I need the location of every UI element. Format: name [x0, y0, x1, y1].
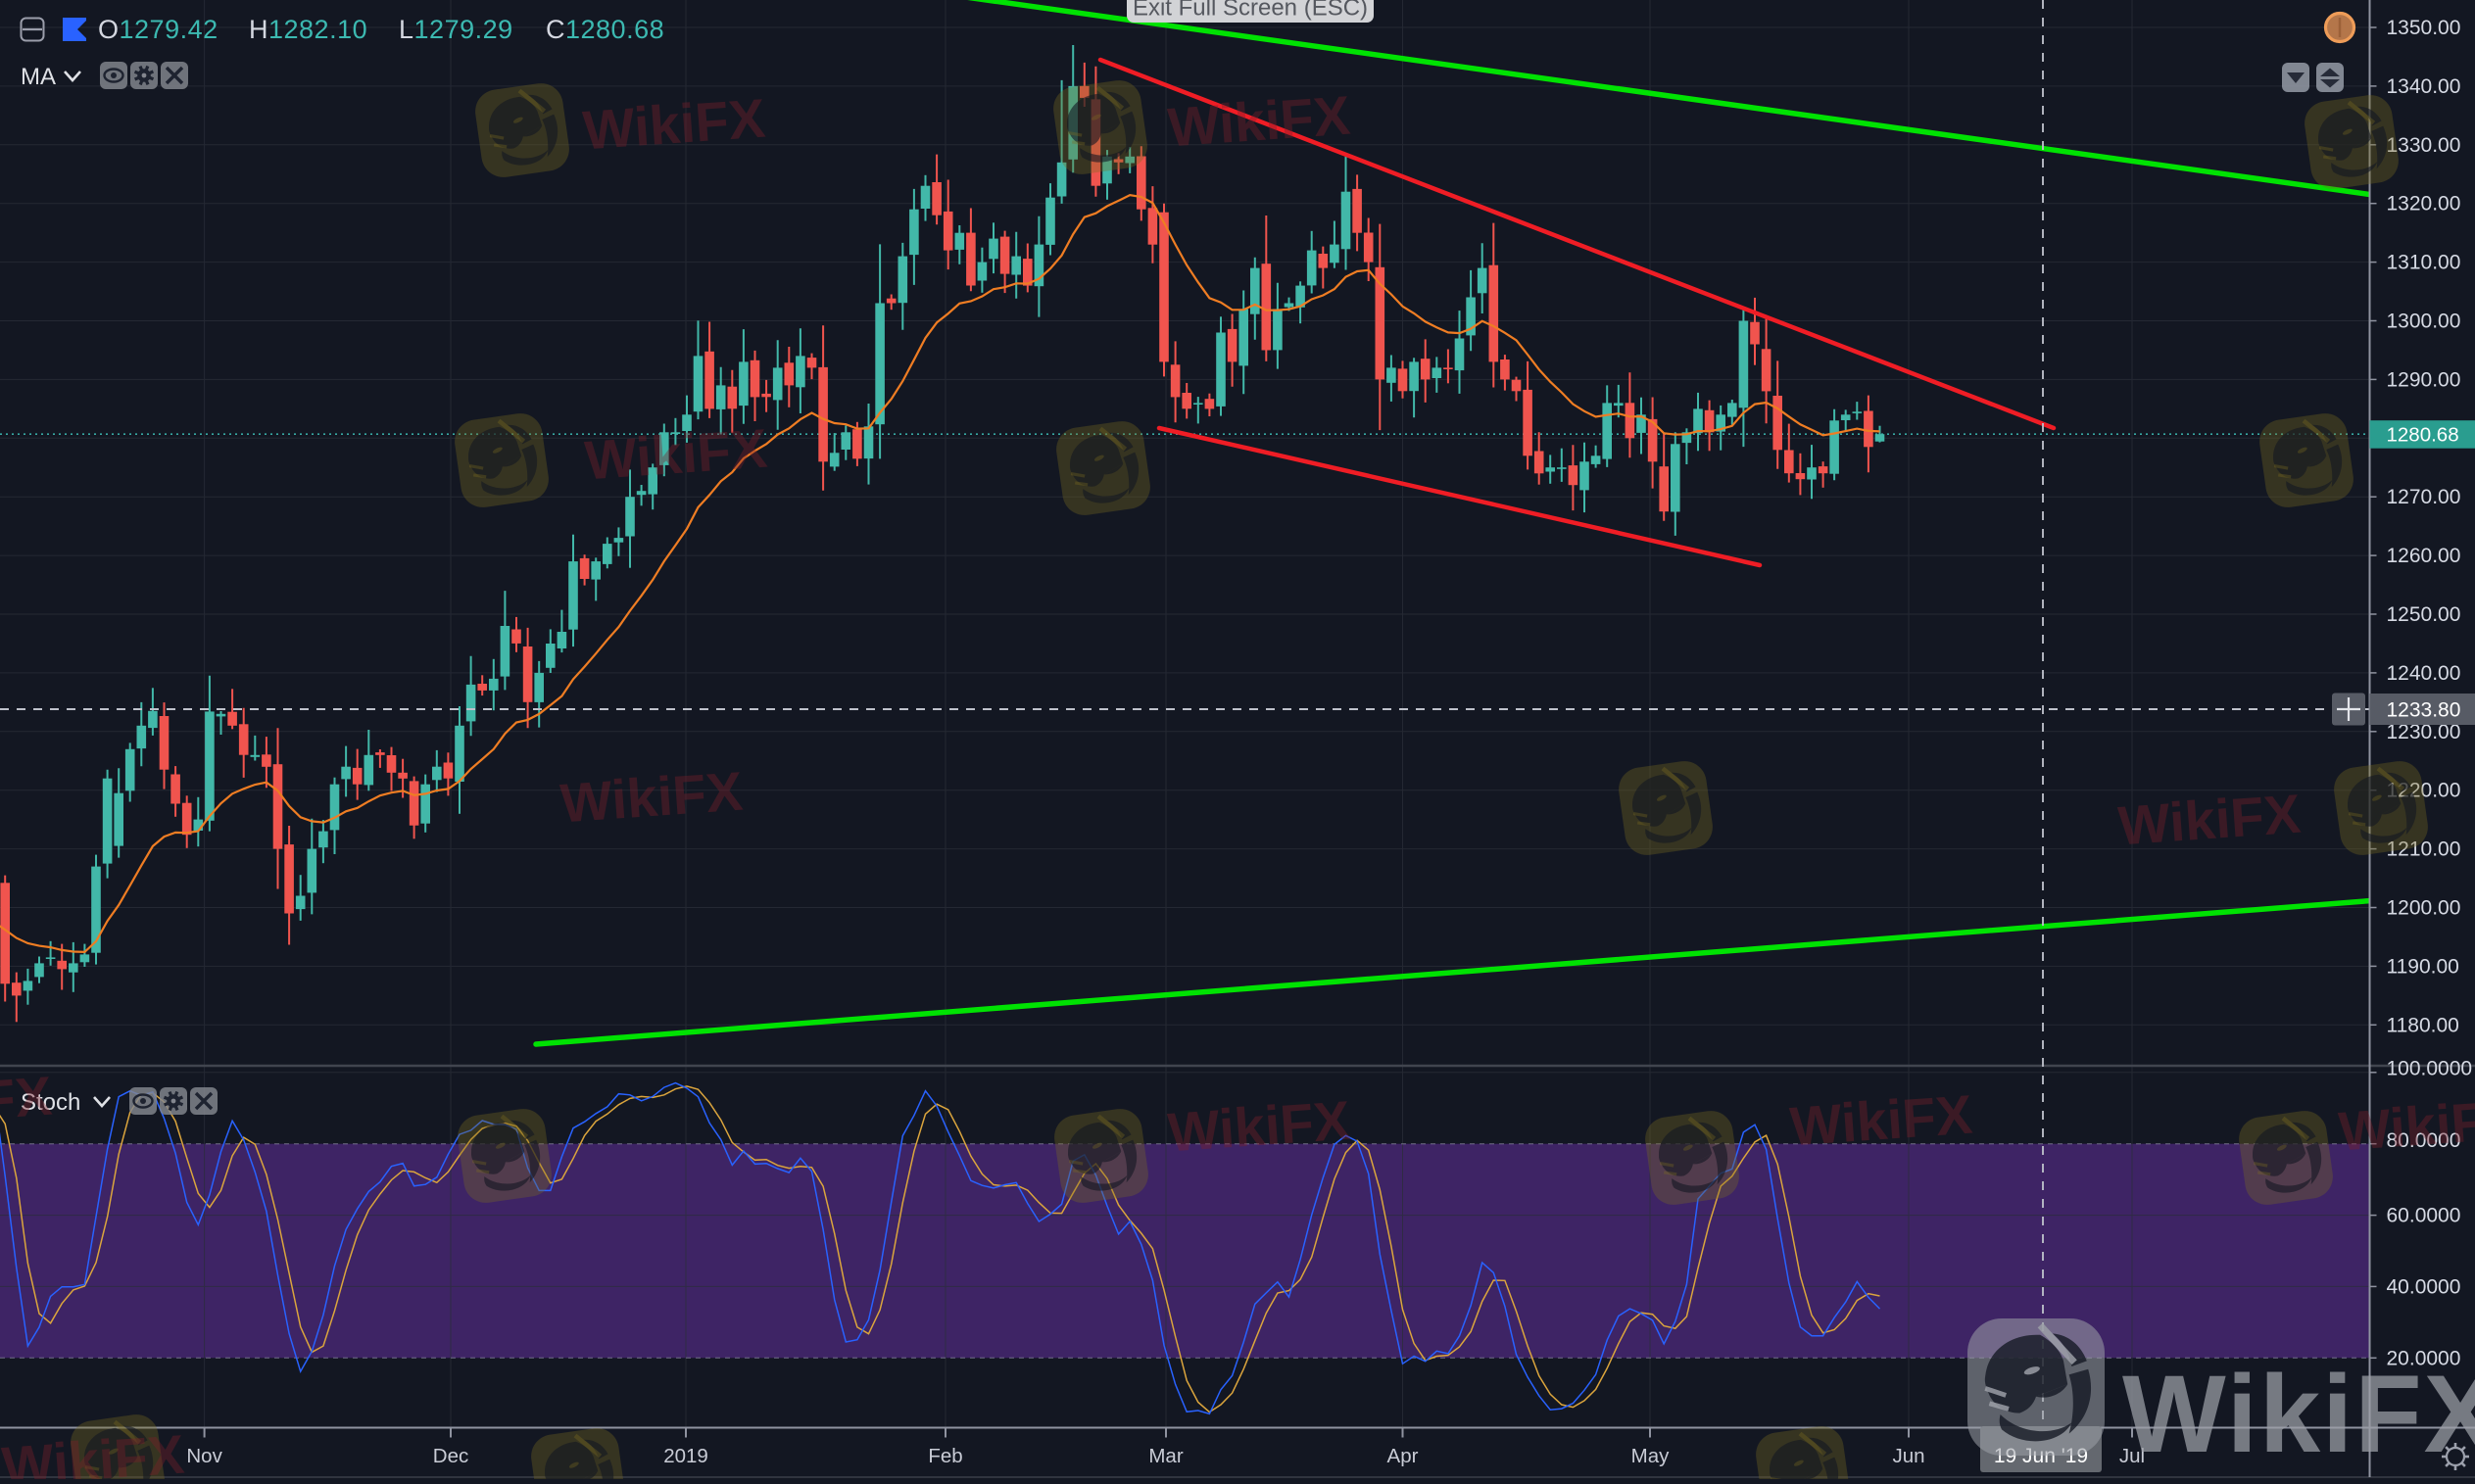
svg-text:Feb: Feb — [928, 1445, 962, 1467]
svg-text:40.0000: 40.0000 — [2387, 1275, 2461, 1298]
svg-text:Apr: Apr — [1387, 1445, 1419, 1467]
svg-text:WikiFX: WikiFX — [2122, 1353, 2475, 1475]
svg-text:1280.68: 1280.68 — [2387, 424, 2459, 447]
svg-text:Mar: Mar — [1148, 1445, 1183, 1467]
svg-text:L1279.29: L1279.29 — [399, 15, 513, 44]
svg-text:C1280.68: C1280.68 — [546, 15, 664, 44]
svg-text:1200.00: 1200.00 — [2387, 897, 2461, 920]
svg-text:1340.00: 1340.00 — [2387, 75, 2461, 98]
svg-text:WikiFX: WikiFX — [1166, 84, 1352, 159]
svg-text:1270.00: 1270.00 — [2387, 486, 2461, 508]
svg-text:May: May — [1631, 1445, 1670, 1467]
svg-text:1240.00: 1240.00 — [2387, 662, 2461, 685]
svg-text:1250.00: 1250.00 — [2387, 603, 2461, 626]
svg-text:1180.00: 1180.00 — [2387, 1014, 2459, 1036]
svg-text:WikiFX: WikiFX — [1788, 1083, 1974, 1158]
svg-text:100.0000: 100.0000 — [2387, 1057, 2473, 1079]
svg-text:MA: MA — [21, 64, 56, 90]
svg-text:WikiFX: WikiFX — [2116, 783, 2303, 857]
svg-text:Exit Full Screen (ESC): Exit Full Screen (ESC) — [1133, 0, 1368, 22]
svg-text:WikiFX: WikiFX — [558, 760, 745, 835]
svg-text:Nov: Nov — [186, 1445, 222, 1467]
svg-text:1233.80: 1233.80 — [2387, 699, 2461, 722]
svg-text:H1282.10: H1282.10 — [249, 15, 367, 44]
svg-text:WikiFX: WikiFX — [581, 87, 767, 162]
svg-text:WikiFX: WikiFX — [1166, 1089, 1352, 1164]
svg-text:1290.00: 1290.00 — [2387, 368, 2461, 391]
svg-text:2019: 2019 — [663, 1445, 708, 1467]
svg-text:O1279.42: O1279.42 — [98, 15, 218, 44]
svg-text:1320.00: 1320.00 — [2387, 193, 2461, 215]
svg-text:1350.00: 1350.00 — [2387, 17, 2461, 39]
svg-text:1300.00: 1300.00 — [2387, 311, 2461, 333]
svg-text:Jun: Jun — [1892, 1445, 1924, 1467]
svg-text:1310.00: 1310.00 — [2387, 252, 2461, 274]
svg-text:1260.00: 1260.00 — [2387, 545, 2461, 567]
svg-text:1190.00: 1190.00 — [2387, 955, 2459, 978]
svg-text:WikiFX: WikiFX — [2337, 1088, 2475, 1163]
svg-text:Dec: Dec — [433, 1445, 468, 1467]
svg-text:60.0000: 60.0000 — [2387, 1205, 2461, 1227]
svg-text:WikiFX: WikiFX — [583, 417, 769, 492]
